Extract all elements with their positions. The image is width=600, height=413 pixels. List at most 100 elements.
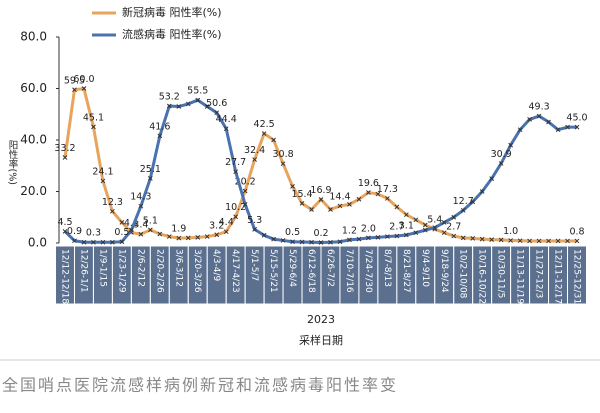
data-label: 32.4 (244, 145, 265, 156)
point (318, 240, 324, 245)
legend-label: 新冠病毒 阳性率(%) (122, 5, 222, 19)
point (176, 235, 182, 241)
x-tick-label: 10/30-11/5 (496, 249, 506, 298)
point (100, 239, 106, 245)
x-tick-label: 5/15-5/21 (268, 249, 278, 293)
data-label: 25.1 (140, 164, 161, 175)
y-axis-label: 阳性率(%) (7, 140, 19, 185)
data-label: 0.5 (285, 227, 300, 238)
data-label: 42.5 (254, 119, 275, 130)
point (546, 119, 551, 125)
x-tick-label: 1/23-1/29 (116, 249, 126, 293)
point (110, 208, 115, 214)
point (517, 238, 523, 244)
data-label: 2.0 (361, 223, 376, 234)
point (432, 225, 438, 230)
point (138, 203, 144, 209)
point (195, 97, 201, 103)
x-tick-label: 12/26-1/1 (78, 249, 88, 293)
data-label: 45.0 (566, 113, 587, 124)
data-label: 60.0 (73, 74, 94, 85)
data-label: 1.2 (342, 225, 357, 236)
point (441, 230, 447, 236)
point (527, 238, 532, 244)
data-label: 12.7 (453, 196, 474, 207)
data-label: 0.8 (569, 226, 584, 237)
data-label: 30.8 (272, 149, 293, 160)
point (91, 239, 96, 245)
point (119, 220, 125, 225)
point (479, 236, 485, 242)
point (403, 232, 409, 238)
point (385, 234, 390, 239)
point (413, 217, 419, 223)
data-label: 12.3 (102, 197, 123, 208)
point (204, 234, 210, 239)
year-label: 2023 (307, 313, 335, 326)
data-label: 55.5 (187, 86, 208, 97)
x-tick-label: 4/3-4/9 (211, 249, 221, 281)
point (375, 234, 381, 240)
data-label: 4.4 (219, 217, 234, 228)
point (166, 234, 172, 239)
point (347, 202, 352, 207)
point (261, 232, 267, 238)
data-label: 59.5 (64, 75, 85, 86)
x-axis-label: 采样日期 (299, 333, 343, 347)
point (546, 238, 551, 244)
point (81, 239, 87, 245)
data-label: 0.2 (313, 228, 328, 239)
data-label: 10.2 (225, 202, 246, 213)
point (489, 176, 495, 181)
point (204, 104, 210, 109)
data-label: 14.3 (130, 192, 151, 203)
point (394, 233, 400, 239)
point (62, 155, 68, 160)
data-label: 14.4 (329, 191, 350, 202)
legend-label: 流感病毒 阳性率(%) (122, 27, 222, 41)
x-tick-label: 2/6-2/12 (135, 249, 145, 287)
point (72, 87, 77, 93)
point (214, 232, 220, 238)
category-box (567, 245, 587, 305)
point (138, 231, 144, 237)
point (441, 220, 447, 225)
data-label: 2.7 (389, 222, 404, 233)
point (252, 226, 257, 232)
x-tick-label: 11/13-11/19 (515, 249, 525, 304)
point (233, 214, 239, 220)
point (422, 222, 428, 228)
point (129, 227, 134, 233)
data-label: 0.3 (86, 228, 101, 239)
data-label: 20.2 (235, 176, 256, 187)
point (366, 235, 371, 241)
data-label: 1.9 (171, 224, 186, 235)
point (62, 229, 68, 234)
point (536, 113, 542, 119)
point (498, 161, 504, 166)
point (147, 227, 153, 233)
x-tick-label: 9/4-9/10 (420, 249, 430, 287)
x-tick-label: 10/16-10/22 (477, 249, 487, 304)
x-tick-label: 12/12-12/18 (60, 249, 70, 304)
point (72, 238, 77, 244)
point (261, 131, 267, 136)
x-tick-label: 8/21-8/27 (401, 249, 411, 293)
data-label: 27.7 (225, 157, 246, 168)
data-label: 15.4 (291, 189, 312, 200)
point (271, 137, 276, 143)
point (147, 176, 153, 181)
point (470, 199, 476, 205)
point (185, 101, 191, 107)
point (555, 127, 561, 133)
x-tick-label: 5/1-5/7 (249, 249, 259, 281)
point (565, 238, 570, 244)
point (214, 110, 220, 116)
point (185, 235, 191, 241)
point (422, 227, 428, 233)
x-tick-label: 7/24-7/30 (363, 249, 373, 293)
x-tick-label: 3/6-3/12 (173, 249, 183, 287)
point (366, 190, 371, 195)
point (451, 233, 457, 239)
